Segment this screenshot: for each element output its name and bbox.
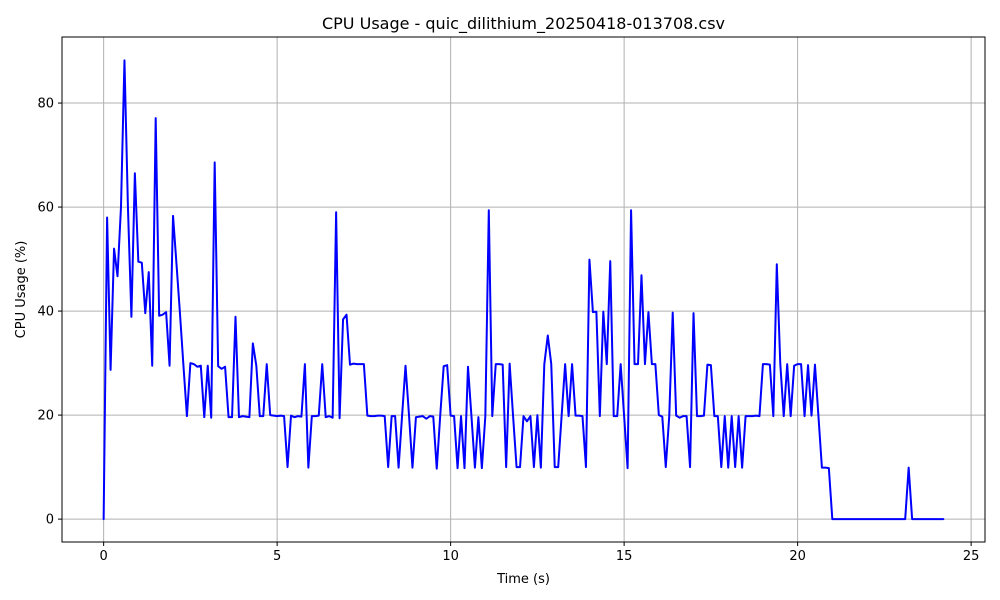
- x-tick-label: 5: [273, 549, 281, 564]
- y-tick-label: 0: [46, 513, 54, 528]
- plot-frame: [61, 36, 986, 543]
- x-tick-label: 10: [442, 549, 459, 564]
- grid: [62, 37, 985, 542]
- y-tick-label: 40: [37, 305, 54, 320]
- x-tick-label: 25: [963, 549, 980, 564]
- x-axis-label: Time (s): [496, 572, 550, 587]
- y-tick-label: 60: [37, 201, 54, 216]
- x-tick-label: 15: [616, 549, 633, 564]
- cpu-usage-line: [102, 59, 945, 521]
- y-tick-label: 20: [37, 409, 54, 424]
- x-tick-label: 20: [789, 549, 806, 564]
- y-tick-label: 80: [37, 97, 54, 112]
- chart-title: CPU Usage - quic_dilithium_20250418-0137…: [322, 14, 725, 34]
- y-axis-label: CPU Usage (%): [14, 241, 29, 339]
- series-layer: [102, 59, 945, 521]
- axis-ticks: 0 5 10 15 20 25 0 20 40 60 80: [37, 97, 979, 564]
- x-tick-label: 0: [99, 549, 107, 564]
